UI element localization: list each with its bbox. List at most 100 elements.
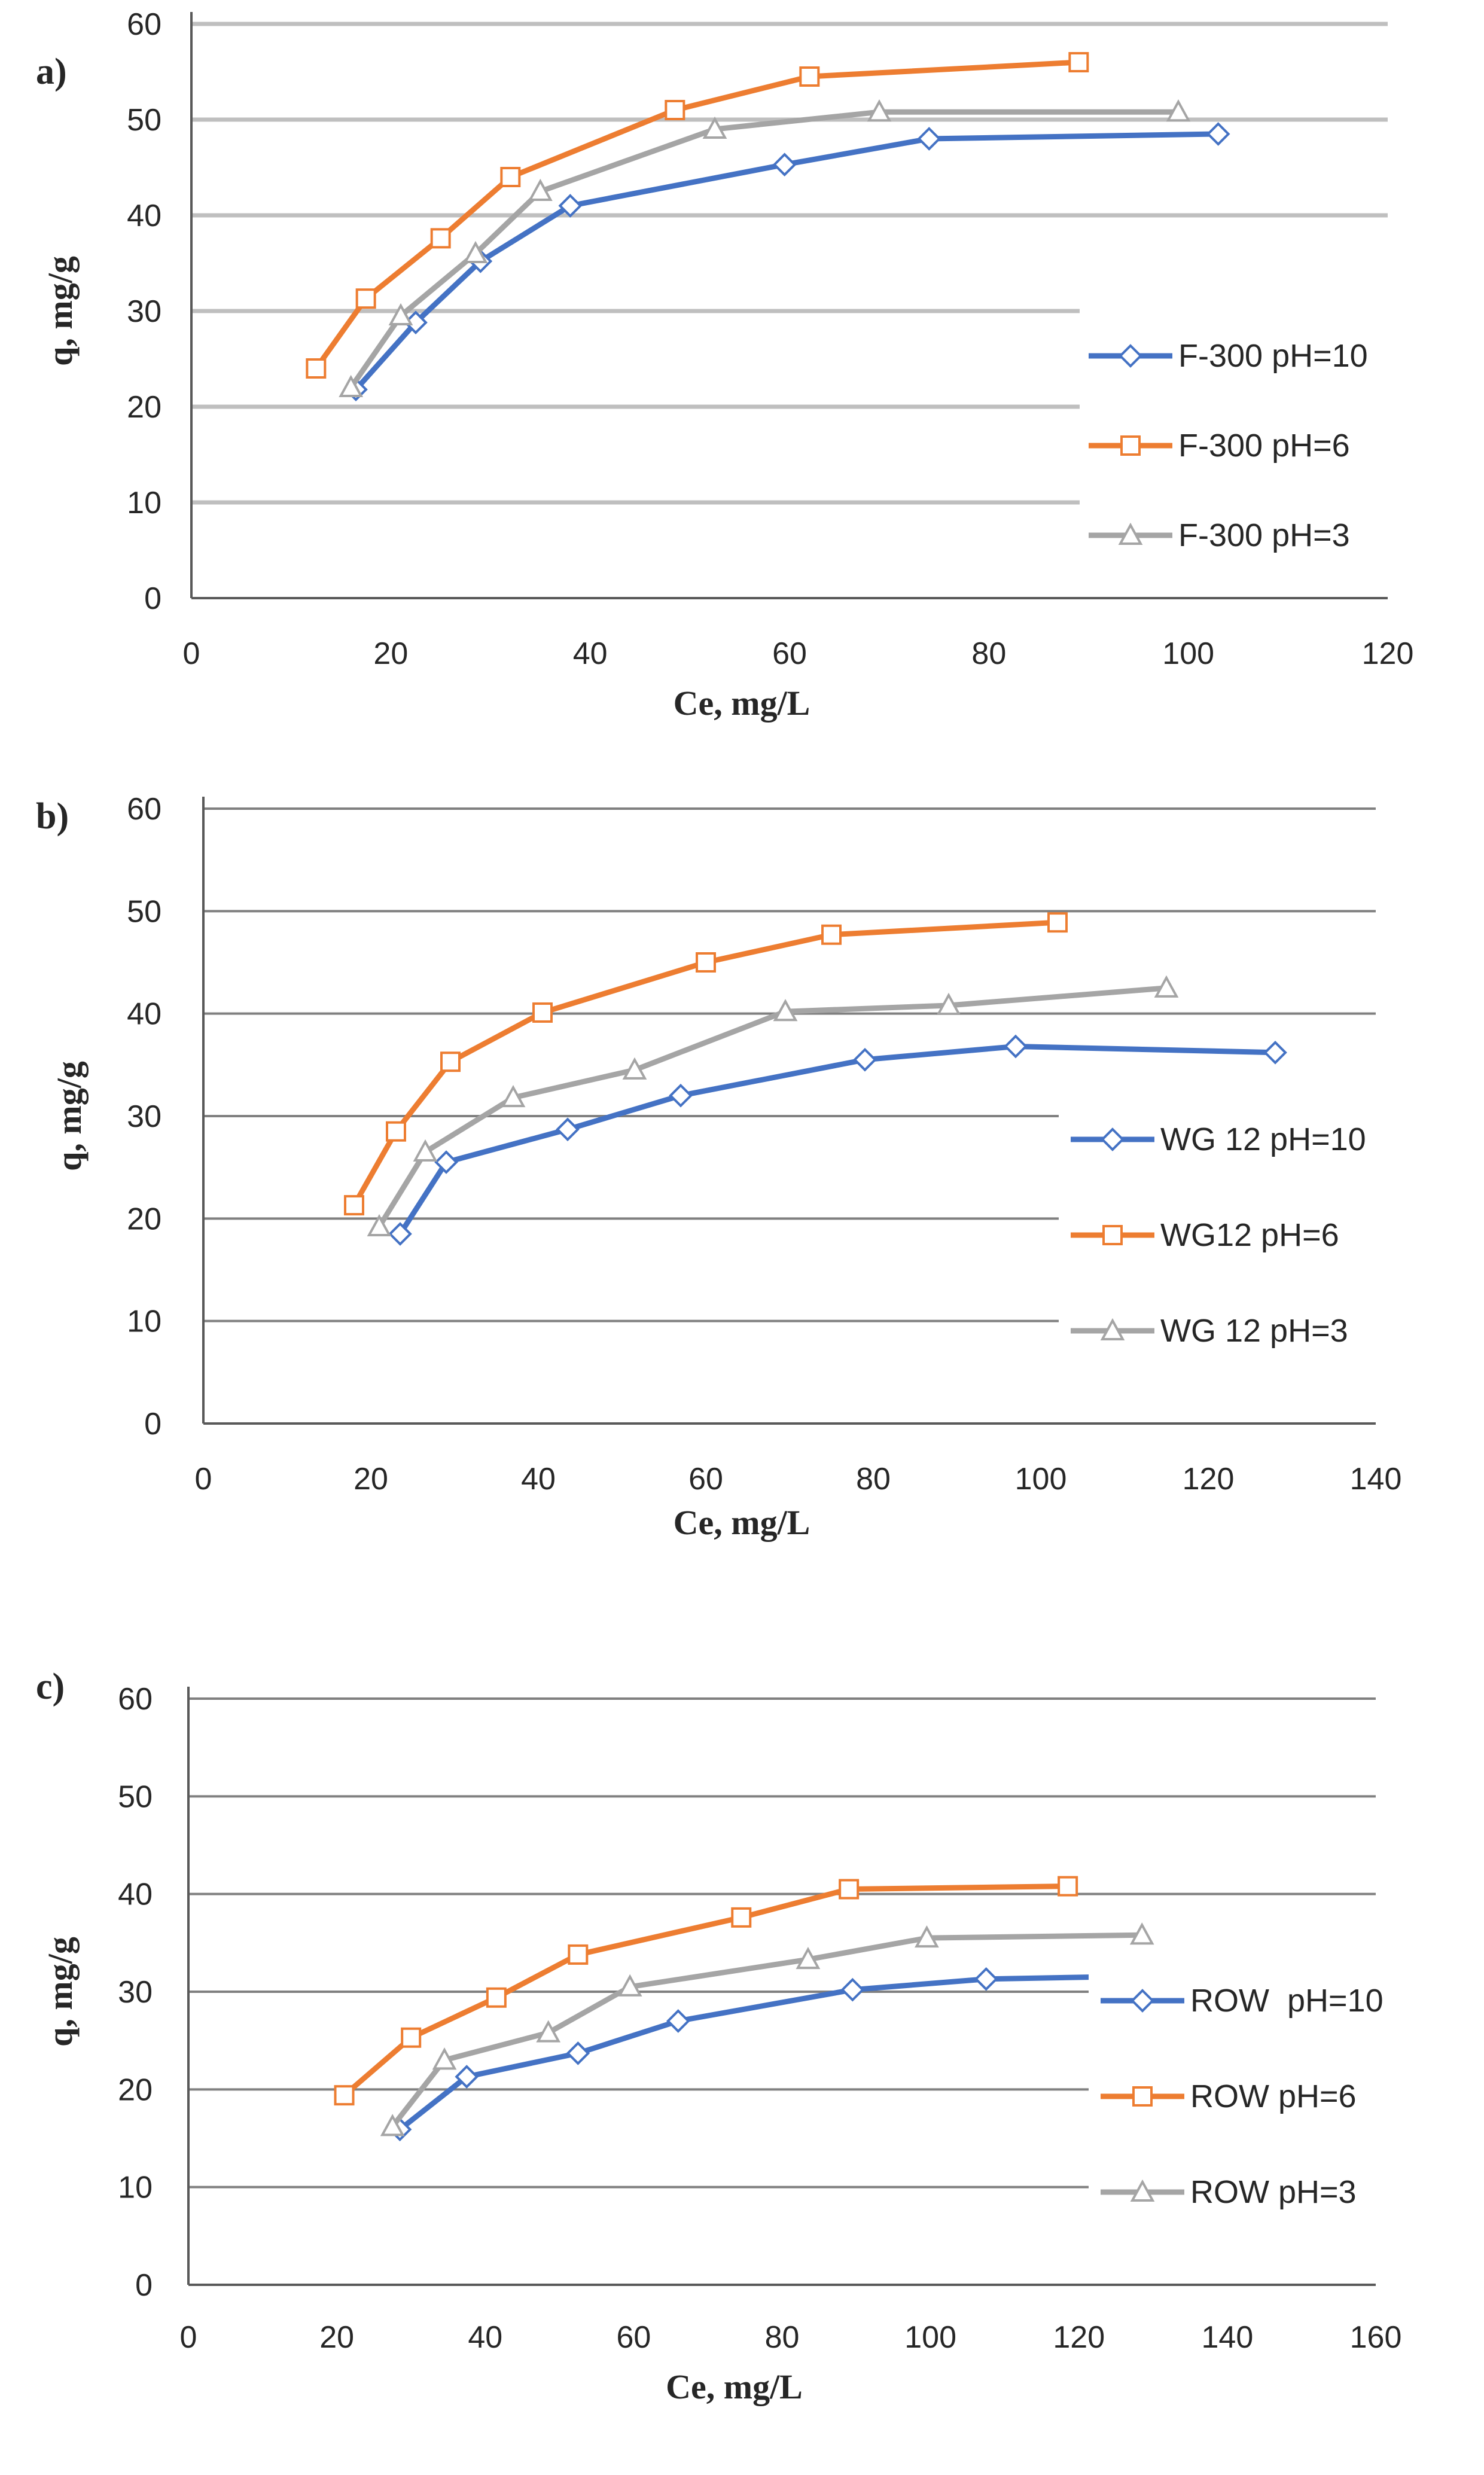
data-point [401, 2027, 422, 2048]
x-tick-label: 140 [1350, 1462, 1402, 1496]
legend-entry: ROW pH=10 [1190, 1983, 1384, 2019]
legend-entry: F-300 pH=10 [1178, 338, 1368, 374]
data-point [1154, 975, 1179, 998]
y-tick-label: 60 [118, 1682, 153, 1717]
data-point [532, 1002, 553, 1023]
data-point [622, 1057, 647, 1080]
y-tick-label: 0 [144, 581, 161, 616]
x-tick-label: 120 [1053, 2320, 1105, 2355]
y-tick-label: 50 [127, 103, 161, 138]
y-tick-label: 40 [127, 997, 161, 1032]
data-point [665, 100, 685, 120]
data-point [528, 178, 553, 201]
data-point [1263, 1040, 1287, 1065]
legend-swatch-marker [1102, 1225, 1123, 1245]
series-wg12-ph-6 [344, 912, 1068, 1216]
y-axis-title: q, mg/g [41, 1937, 80, 2047]
y-tick-label: 50 [127, 894, 161, 929]
data-point [1068, 52, 1089, 72]
x-tick-label: 40 [573, 636, 608, 671]
data-point [799, 66, 820, 87]
y-tick-label: 60 [127, 792, 161, 827]
data-point [432, 2047, 457, 2070]
data-point [772, 153, 797, 177]
y-tick-label: 10 [127, 486, 161, 520]
y-tick-label: 40 [118, 1877, 153, 1912]
y-tick-label: 0 [144, 1407, 161, 1441]
data-point [500, 167, 521, 187]
legend-entry: WG12 pH=6 [1160, 1217, 1339, 1253]
series-wg-12-ph-3 [367, 975, 1179, 1237]
data-point [867, 99, 892, 122]
x-tick-label: 0 [183, 636, 200, 671]
data-point [556, 1117, 580, 1142]
legend-swatch-marker [1130, 2179, 1155, 2202]
legend: ROW pH=10 ROW pH=6 ROW pH=3 [1089, 1953, 1388, 2234]
data-point [1004, 1034, 1028, 1059]
series-f-300-ph-3 [339, 99, 1191, 397]
x-axis-title: Ce, mg/L [674, 684, 810, 723]
legend-swatch-marker [1120, 435, 1141, 456]
data-point [917, 127, 941, 151]
data-point [702, 116, 727, 139]
legend-swatch-marker [1132, 2086, 1153, 2107]
x-tick-label: 100 [1162, 636, 1214, 671]
data-point [617, 1974, 642, 1997]
x-axis-title: Ce, mg/L [666, 2367, 803, 2406]
y-tick-label: 10 [127, 1304, 161, 1339]
y-axis-title: q, mg/g [50, 1061, 89, 1171]
series-f-300-ph-6 [306, 52, 1089, 379]
x-tick-label: 60 [616, 2320, 651, 2355]
x-tick-label: 100 [1015, 1462, 1067, 1496]
data-point [455, 2065, 479, 2089]
data-point [568, 1944, 589, 1965]
y-tick-label: 50 [118, 1779, 153, 1814]
x-tick-label: 20 [354, 1462, 388, 1496]
data-point [821, 924, 842, 945]
y-tick-label: 0 [135, 2268, 153, 2303]
legend-swatch-marker [1100, 1318, 1125, 1340]
data-point [306, 358, 327, 379]
series-wg-12-ph-10 [388, 1034, 1287, 1246]
series-row-ph-6 [334, 1876, 1078, 2106]
data-point [853, 1047, 877, 1072]
data-point [386, 1121, 406, 1142]
y-tick-label: 40 [127, 199, 161, 233]
x-tick-label: 140 [1201, 2320, 1253, 2355]
chart-panel-1: a) 0 10 20 30 40 50 60 0 20 40 60 80 100 120 Ce, mg/L q,… [36, 7, 1413, 723]
data-point [840, 1977, 865, 2002]
y-tick-label: 20 [127, 390, 161, 425]
data-point [339, 374, 364, 397]
data-point [430, 228, 451, 249]
panel-label: a) [36, 51, 67, 92]
x-tick-label: 120 [1362, 636, 1414, 671]
x-tick-label: 80 [765, 2320, 800, 2355]
panel-label: c) [36, 1666, 65, 1707]
legend-swatch-marker [1118, 522, 1143, 545]
data-point [388, 303, 413, 325]
data-point [558, 194, 583, 218]
data-point [1206, 122, 1230, 146]
x-tick-label: 160 [1350, 2320, 1402, 2355]
legend-entry: WG 12 pH=3 [1160, 1313, 1348, 1349]
x-tick-label: 60 [688, 1462, 723, 1496]
data-point [463, 240, 488, 263]
data-point [773, 999, 798, 1022]
legend-entry: F-300 pH=6 [1178, 428, 1350, 464]
chart-panel-3: c) 0 10 20 30 40 50 60 0 20 40 60 80 100 120 140 160 Ce, … [36, 1666, 1401, 2406]
x-tick-label: 0 [195, 1462, 212, 1496]
data-point [566, 2041, 590, 2065]
data-point [388, 1222, 412, 1246]
x-tick-label: 40 [468, 2320, 502, 2355]
legend-entry: WG 12 pH=10 [1160, 1121, 1366, 1157]
data-point [974, 1967, 998, 1991]
data-point [380, 2114, 405, 2136]
y-tick-label: 30 [118, 1975, 153, 2010]
x-tick-label: 80 [856, 1462, 891, 1496]
y-tick-label: 30 [127, 1099, 161, 1134]
legend-entry: ROW pH=6 [1190, 2078, 1357, 2114]
y-tick-label: 20 [127, 1202, 161, 1236]
